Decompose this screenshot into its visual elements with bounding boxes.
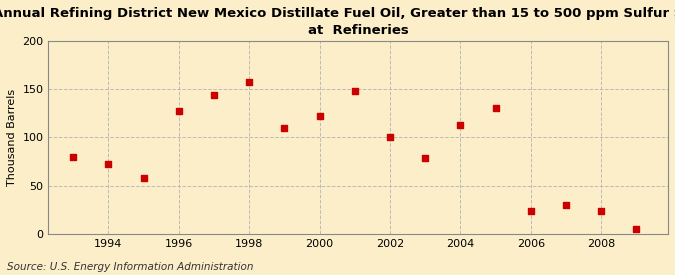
Point [525,208,536,213]
Point [279,126,290,130]
Point [596,208,607,213]
Title: Annual Refining District New Mexico Distillate Fuel Oil, Greater than 15 to 500 : Annual Refining District New Mexico Dist… [0,7,675,37]
Text: Source: U.S. Energy Information Administration: Source: U.S. Energy Information Administ… [7,262,253,272]
Point [314,114,325,118]
Point [138,176,149,180]
Point [385,135,396,140]
Point [631,227,642,231]
Point [209,93,219,97]
Point [103,162,113,167]
Point [244,80,254,85]
Point [350,89,360,93]
Point [173,109,184,114]
Point [420,155,431,160]
Point [455,123,466,127]
Point [68,155,78,159]
Y-axis label: Thousand Barrels: Thousand Barrels [7,89,17,186]
Point [490,106,501,111]
Point [560,203,571,207]
